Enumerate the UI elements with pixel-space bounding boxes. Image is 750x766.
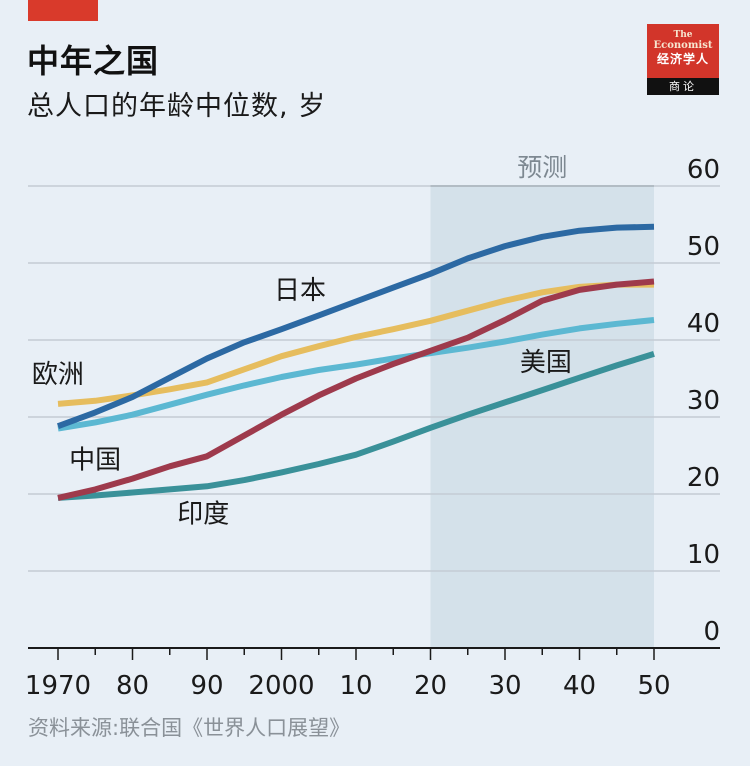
x-tick-label: 30 [488,671,521,701]
x-tick-label: 1970 [25,671,91,701]
logo-chinese-name: 经济学人 [656,52,709,66]
series-line-japan [56,223,655,430]
series-label-europe: 欧洲 [32,360,84,390]
series-label-japan: 日本 [274,276,326,306]
y-tick-label: 50 [687,232,720,262]
source-note: 资料来源:联合国《世界人口展望》 [28,716,351,740]
chart-title: 中年之国 [27,42,160,80]
y-tick-label: 40 [687,309,720,339]
series-label-china: 中国 [69,446,121,476]
x-tick-label: 2000 [248,671,314,701]
x-tick-label: 80 [116,671,149,701]
logo-the: The [673,30,693,40]
economist-logo: The Economist 经济学人 商论 [647,24,719,95]
y-tick-label: 10 [687,540,720,570]
x-tick-label: 10 [339,671,372,701]
series-line-usa [57,317,655,432]
forecast-label: 预测 [517,153,567,182]
series-line-india [57,351,655,501]
x-tick-label: 90 [190,671,223,701]
logo-economist: Economist [653,40,713,51]
series-label-india: 印度 [177,499,229,529]
y-tick-label: 0 [703,617,720,647]
y-tick-label: 30 [687,386,720,416]
x-tick-label: 50 [637,671,670,701]
series-label-usa: 美国 [520,348,572,378]
y-tick-label: 60 [687,155,720,185]
x-tick-label: 20 [414,671,447,701]
chart-subtitle: 总人口的年龄中位数, 岁 [27,91,327,122]
brand-red-bar [28,0,98,21]
series-line-europe [57,281,654,407]
y-tick-label: 20 [687,463,720,493]
logo-red-block: The Economist 经济学人 [647,24,719,78]
series-line-china [57,278,655,501]
logo-column-name: 商论 [647,78,719,95]
x-tick-label: 40 [563,671,596,701]
